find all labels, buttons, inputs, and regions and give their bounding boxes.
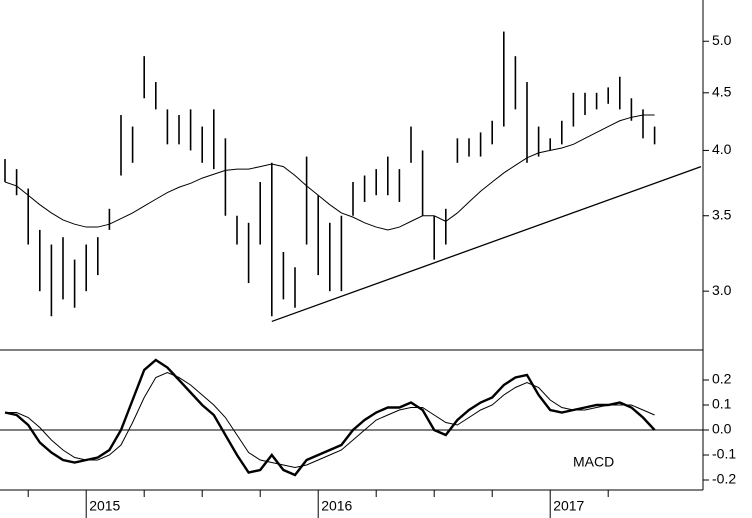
annotation: MACD xyxy=(573,454,614,470)
trendline xyxy=(271,165,702,323)
y-tick-label: 4.0 xyxy=(712,141,732,157)
macd-line xyxy=(4,358,656,477)
macd-line xyxy=(5,371,655,469)
moving-average xyxy=(4,114,655,231)
y-tick-label: 3.5 xyxy=(712,206,732,222)
y-tick-label: 0.2 xyxy=(712,371,732,387)
y-tick-label: 4.5 xyxy=(712,84,732,100)
y-tick-label: -0.2 xyxy=(712,471,736,487)
y-tick-label: 5.0 xyxy=(712,32,732,48)
x-tick-label: 2016 xyxy=(321,498,352,514)
y-tick-label: 0.0 xyxy=(712,421,732,437)
y-tick-label: -0.1 xyxy=(712,446,736,462)
y-tick-label: 3.0 xyxy=(712,282,732,298)
x-tick-label: 2015 xyxy=(89,498,120,514)
y-tick-label: 0.1 xyxy=(712,396,732,412)
x-tick-label: 2017 xyxy=(553,498,584,514)
